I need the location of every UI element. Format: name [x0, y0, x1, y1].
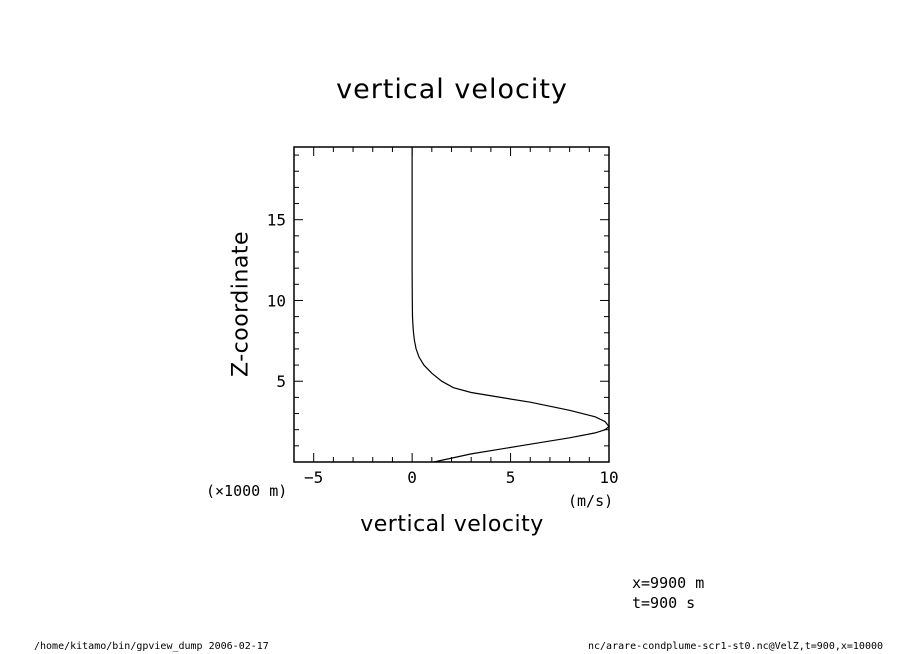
x-tick-label: 5 — [506, 468, 516, 487]
axes-frame — [293, 146, 610, 463]
chart-title: vertical velocity — [336, 74, 568, 105]
velocity-profile-line — [411, 147, 610, 463]
tick-marks — [293, 147, 610, 463]
tick-labels: −5 0 5 10 5 10 15 — [267, 211, 619, 487]
y-tick-label: 10 — [267, 291, 286, 310]
annotation-t: t=900 s — [632, 594, 696, 612]
x-tick-label: 0 — [407, 468, 417, 487]
y-tick-label: 15 — [267, 211, 286, 230]
annotation-x: x=9900 m — [632, 574, 705, 592]
footer-right: nc/arare-condplume-scr1-st0.nc@VelZ,t=90… — [588, 641, 884, 652]
y-unit-label: (×1000 m) — [206, 482, 288, 500]
x-tick-label: 10 — [599, 468, 618, 487]
x-unit-label: (m/s) — [568, 492, 614, 510]
footer-left: /home/kitamo/bin/gpview_dump 2006-02-17 — [34, 641, 269, 652]
y-tick-label: 5 — [276, 372, 286, 391]
x-tick-label: −5 — [304, 468, 323, 487]
x-axis-label: vertical velocity — [360, 512, 544, 537]
